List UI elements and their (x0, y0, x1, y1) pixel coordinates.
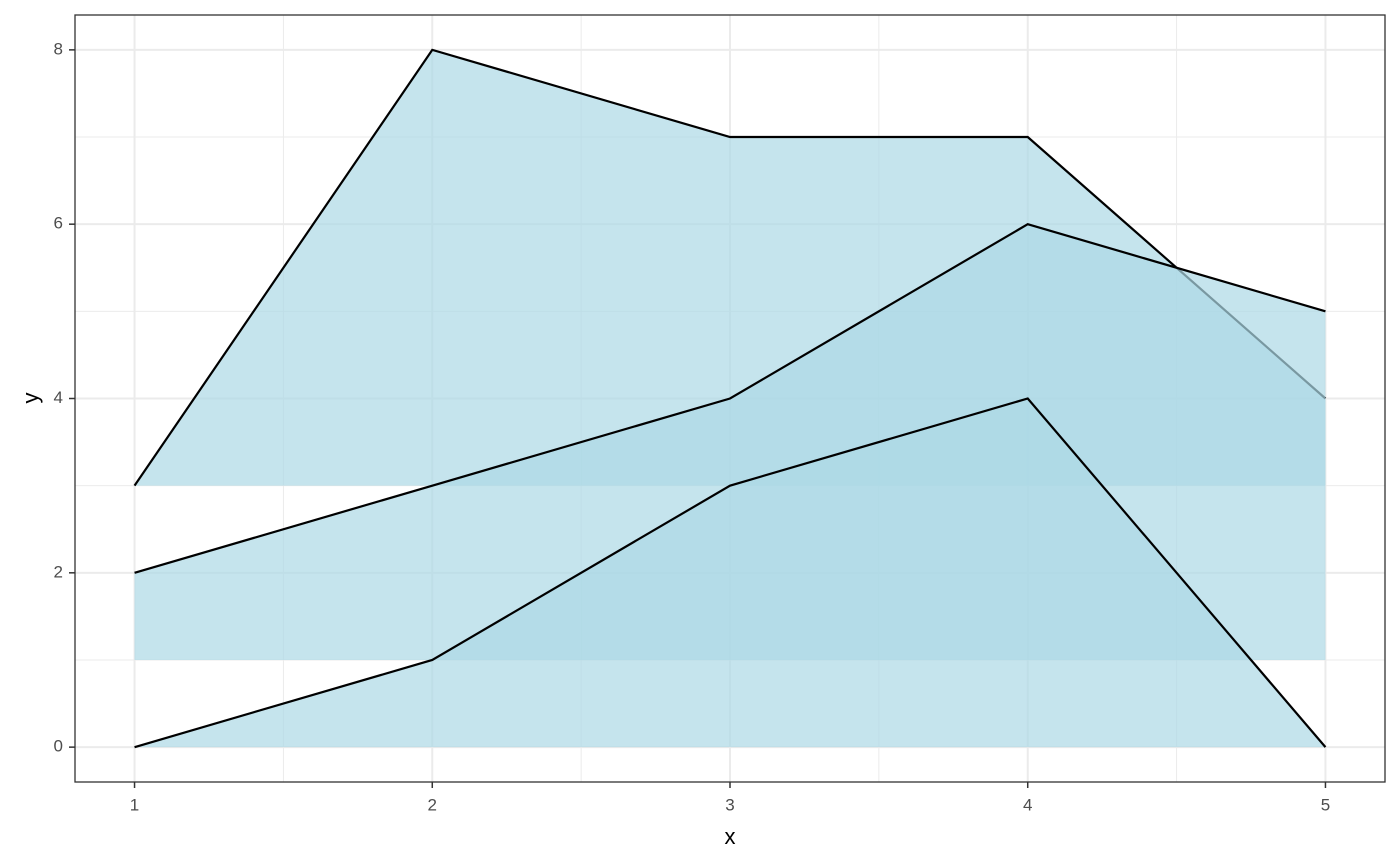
x-axis-title: x (725, 824, 736, 849)
x-tick-label: 4 (1023, 795, 1032, 814)
x-tick-label: 1 (130, 795, 139, 814)
x-tick-label: 2 (428, 795, 437, 814)
panel-border (74, 14, 1386, 783)
line (133, 48, 1327, 487)
y-tick-label: 2 (54, 562, 63, 581)
y-tick-label: 4 (54, 388, 63, 407)
y-tick-label: 6 (54, 214, 63, 233)
x-tick-label: 3 (725, 795, 734, 814)
y-tick-label: 8 (54, 39, 63, 58)
x-tick-label: 5 (1321, 795, 1330, 814)
line (134, 222, 1326, 574)
y-axis-title: y (18, 393, 43, 404)
line (134, 397, 1327, 749)
y-tick-label: 0 (54, 737, 63, 756)
